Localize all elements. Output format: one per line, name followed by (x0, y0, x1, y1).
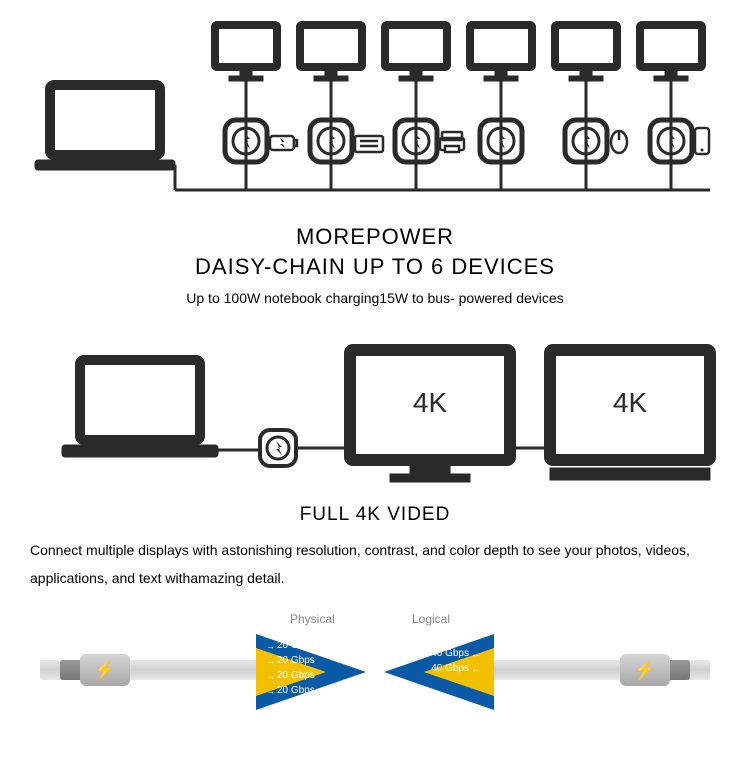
bolt-icon: ⚡ (634, 660, 656, 681)
section1-title2: DAISY-CHAIN UP TO 6 DEVICES (20, 254, 730, 280)
lanes-physical: →20 Gbps→20 Gbps→20 Gbps→20 Gbps (266, 640, 315, 696)
display-4k-2: 4K (550, 350, 710, 480)
svg-text:4K: 4K (413, 387, 448, 418)
daisy-chain-svg (20, 10, 730, 220)
svg-text:4K: 4K (613, 387, 648, 418)
phone-icon (695, 128, 709, 154)
display-4k-1: 4K (350, 350, 510, 482)
full4k-svg: 4K 4K (20, 330, 730, 500)
monitors-row (215, 25, 702, 81)
section2-body: Connect multiple displays with astonishi… (20, 536, 730, 592)
label-logical: Logical (412, 612, 450, 626)
bolt-icon: ⚡ (94, 660, 116, 681)
laptop-icon-2 (62, 360, 218, 457)
cable-bandwidth-diagram: Physical Logical ⚡ ⚡ →20 Gbps→20 Gbps→20… (20, 610, 730, 730)
section2-title: FULL 4K VIDED (20, 504, 730, 526)
usb-c-plug-left: ⚡ (80, 654, 130, 686)
section1-body: Up to 100W notebook charging15W to bus- … (20, 284, 730, 312)
printer-icon (440, 132, 464, 152)
keyboard-icon (355, 136, 383, 152)
charger-icon (270, 136, 297, 150)
laptop-icon (35, 85, 175, 170)
full-4k-diagram: 4K 4K FULL 4K VIDED Connect multiple dis… (20, 330, 730, 592)
usb-c-plug-right: ⚡ (620, 654, 670, 686)
label-physical: Physical (290, 612, 335, 626)
lanes-logical: 40 Gbps←40 Gbps← (431, 648, 480, 674)
mouse-icon (611, 131, 627, 153)
daisy-chain-diagram: MOREPOWER DAISY-CHAIN UP TO 6 DEVICES Up… (20, 10, 730, 312)
section1-title1: MOREPOWER (20, 224, 730, 250)
